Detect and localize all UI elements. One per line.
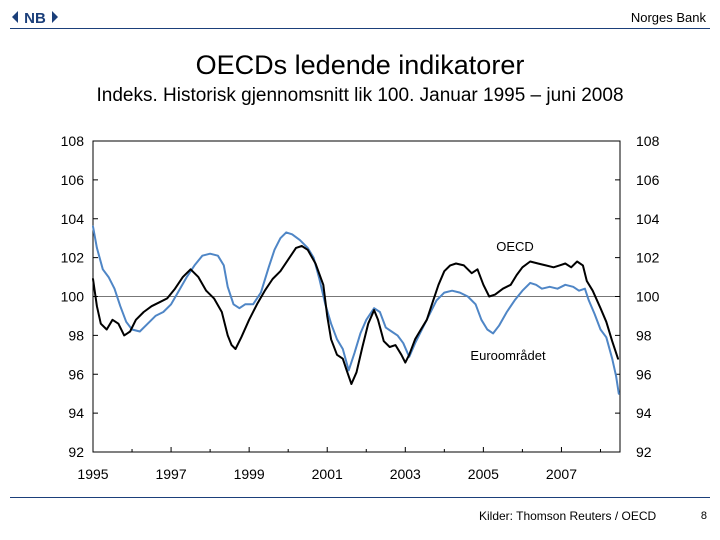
y-tick-label-right: 94 [636,405,652,421]
y-tick-label-left: 94 [68,405,84,421]
footer-divider [10,497,710,498]
y-tick-label-right: 96 [636,366,652,382]
y-tick-label-right: 92 [636,444,652,460]
y-tick-label-right: 106 [636,172,660,188]
x-tick-label: 2005 [468,466,499,482]
y-tick-label-left: 108 [61,133,85,149]
y-tick-label-left: 92 [68,444,84,460]
page-number: 8 [700,510,707,522]
y-tick-label-left: 96 [68,366,84,382]
x-tick-label: 2001 [312,466,343,482]
series-line-euro [92,225,620,395]
y-tick-label-right: 98 [636,327,652,343]
series-label-oecd: OECD [496,239,534,254]
header-divider [10,28,710,29]
y-tick-label-right: 102 [636,250,660,266]
y-tick-label-right: 100 [636,289,660,305]
source-note: Kilder: Thomson Reuters / OECD [479,509,657,523]
y-axis-ticks: 92 92 94 94 96 96 98 98 100 100 102 102 104 104 106 106… [61,133,660,460]
y-tick-label-left: 102 [61,250,85,266]
series-lines [92,225,620,395]
y-tick-label-left: 104 [61,211,85,227]
x-tick-label: 1997 [155,466,186,482]
x-tick-label: 2007 [546,466,577,482]
y-tick-label-left: 100 [61,289,85,305]
series-line-oecd [92,245,619,385]
y-tick-label-left: 98 [68,327,84,343]
norges-bank-logo: NB [12,10,58,27]
slide-title: OECDs ledende indikatorer [195,50,525,80]
series-label-euro: Euroområdet [470,348,546,363]
bank-name: Norges Bank [630,10,706,25]
y-tick-label-right: 108 [636,133,660,149]
slide-subtitle: Indeks. Historisk gjennomsnitt lik 100. … [96,85,624,106]
y-tick-label-left: 106 [61,172,85,188]
logo-text: NB [24,10,46,27]
x-tick-label: 1995 [77,466,108,482]
x-tick-label: 1999 [234,466,265,482]
y-tick-label-right: 104 [636,211,660,227]
x-tick-label: 2003 [390,466,421,482]
x-axis-ticks: 1995 1997 1999 2001 2003 2005 2007 [77,447,601,482]
